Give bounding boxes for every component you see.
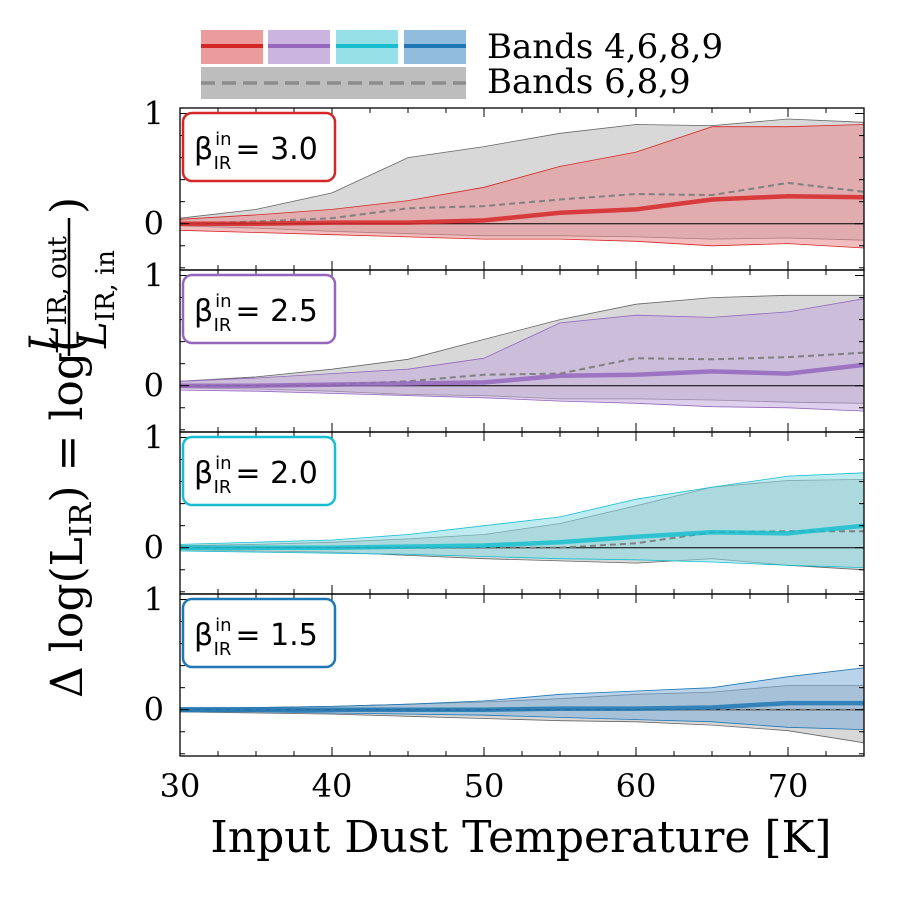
beta-symbol: β — [194, 456, 213, 491]
panel-plot-area — [180, 294, 864, 412]
beta-sup: in — [215, 291, 231, 312]
panel-beta-2.0: 0 1β in IR = 2.0 — [144, 419, 865, 595]
x-tick-label: 50 — [464, 767, 505, 805]
x-tick-label: 60 — [616, 767, 657, 805]
y-tick-label: 1 — [144, 581, 164, 619]
x-axis-label: Input Dust Temperature [K] — [210, 812, 831, 863]
y-tick-label: 0 — [144, 205, 164, 243]
beta-label-box — [181, 273, 337, 345]
x-tick-label: 30 — [160, 767, 201, 805]
beta-value: = 1.5 — [235, 618, 317, 653]
beta-label: β in IR = 2.5 — [194, 291, 318, 336]
y-tick-label: 0 — [144, 367, 164, 405]
beta-symbol: β — [194, 132, 213, 167]
y-tick-label: 1 — [144, 419, 164, 457]
legend-label-bands-689: Bands 6,8,9 — [487, 62, 691, 102]
beta-sub: IR — [214, 639, 232, 660]
beta-value: = 2.5 — [235, 294, 317, 329]
y-tick-label: 1 — [144, 257, 164, 295]
beta-label: β in IR = 2.0 — [194, 453, 318, 498]
beta-sup: in — [215, 615, 231, 636]
y-label-sub: IR — [64, 501, 99, 537]
y-label-frac-den: LIR, in — [70, 250, 121, 349]
beta-sub: IR — [214, 477, 232, 498]
beta-sub: IR — [214, 315, 232, 336]
y-label-frac-den-L: L — [70, 321, 116, 349]
legend: Bands 4,6,8,9 Bands 6,8,9 — [201, 27, 723, 102]
y-label-frac-num-L: L — [22, 325, 68, 353]
y-tick-label: 0 — [144, 691, 164, 729]
median-line-bands-4689 — [180, 193, 864, 226]
x-tick-label: 40 — [312, 767, 353, 805]
y-label-frac-num: LIR, out — [22, 236, 73, 353]
beta-symbol: β — [194, 294, 213, 329]
band-bands-4689 — [180, 472, 864, 569]
beta-label: β in IR = 1.5 — [194, 615, 318, 660]
panel-plot-area — [180, 667, 864, 744]
panel-beta-1.5: 0 1β in IR = 1.5 — [144, 581, 865, 757]
beta-sub: IR — [214, 153, 232, 174]
x-tick-label: 70 — [768, 767, 809, 805]
y-axis-label: Δ log(LIR) = log( LIR, out LIR, in ) — [22, 197, 121, 698]
beta-value: = 2.0 — [235, 456, 317, 491]
y-tick-label: 0 — [144, 529, 164, 567]
legend-swatches-bands-4689 — [201, 30, 466, 64]
median-line-bands-4689 — [180, 523, 864, 550]
panel-beta-3.0: 0 1β in IR = 3.0 — [144, 95, 865, 271]
beta-value: = 3.0 — [235, 132, 317, 167]
y-axis-label-text: Δ log(LIR) = log( — [42, 335, 99, 698]
y-label-eq: ) = log( — [42, 335, 93, 503]
beta-label-box — [181, 111, 337, 183]
legend-label-bands-4689: Bands 4,6,8,9 — [487, 27, 723, 67]
x-tick-labels: 30 40 50 60 70 — [160, 767, 809, 805]
band-bands-4689 — [180, 124, 864, 249]
panel-beta-2.5: 0 1β in IR = 2.5 — [144, 257, 865, 433]
median-line-bands-4689 — [180, 700, 864, 712]
band-bands-4689 — [180, 667, 864, 731]
beta-label: β in IR = 3.0 — [194, 129, 318, 174]
beta-label-box — [181, 435, 337, 507]
beta-sup: in — [215, 453, 231, 474]
y-label-close: ) — [42, 197, 93, 214]
median-line-bands-689 — [180, 181, 864, 225]
median-line-bands-4689 — [180, 362, 864, 388]
beta-symbol: β — [194, 618, 213, 653]
panel-plot-area — [180, 118, 864, 249]
y-label-frac-den-sub: IR, in — [91, 250, 121, 322]
legend-swatch-bands-689 — [201, 67, 466, 99]
panel-plot-area — [180, 472, 864, 571]
y-label-main: Δ log(L — [42, 537, 93, 698]
y-tick-label: 1 — [144, 95, 164, 133]
beta-sup: in — [215, 129, 231, 150]
beta-label-box — [181, 597, 337, 669]
